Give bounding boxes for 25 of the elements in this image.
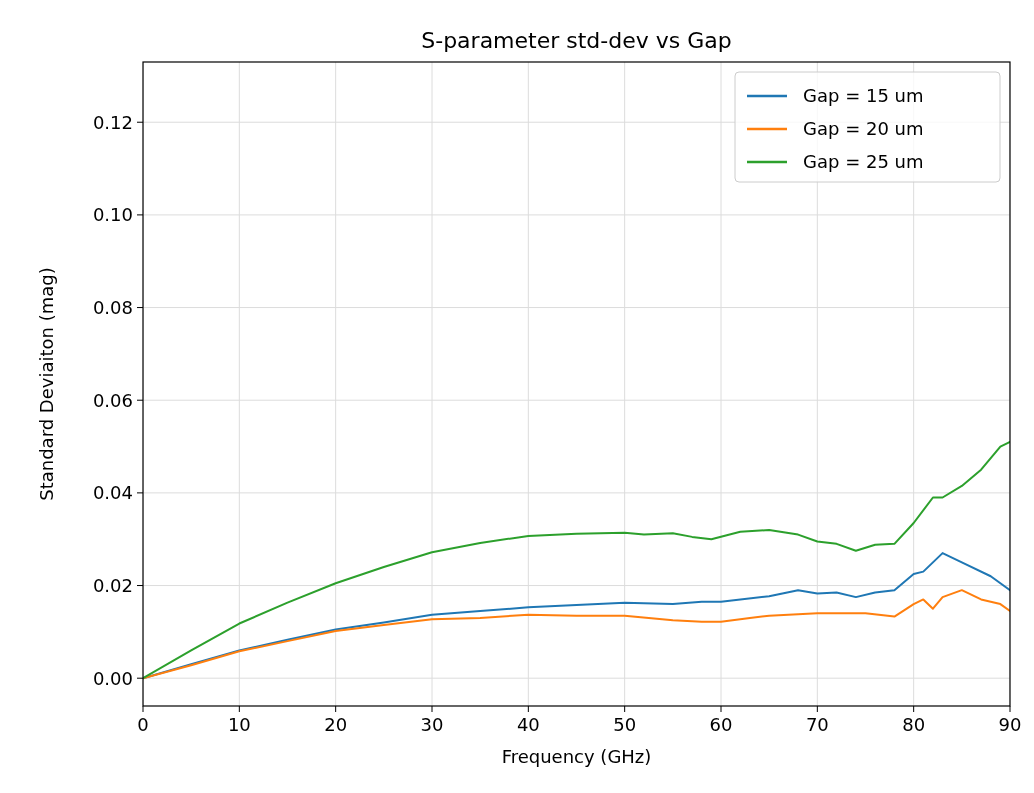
x-axis-title: Frequency (GHz) [501,746,652,767]
x-tick-label: 90 [998,714,1022,735]
y-tick-label: 0.02 [92,574,133,596]
y-tick-label: 0.04 [92,482,133,504]
y-tick-label: 0.00 [92,667,133,689]
y-axis-title: Standard Deviaiton (mag) [36,267,57,501]
x-tick-label: 70 [805,714,829,735]
y-tick-label: 0.06 [92,389,133,411]
line-series [143,440,1010,680]
x-tick-label: 0 [137,714,149,735]
legend-label: Gap = 25 um [803,151,924,173]
x-tick-label: 30 [420,714,444,735]
y-tick-label: 0.08 [92,296,133,318]
x-tick-label: 80 [902,714,926,735]
x-tick-label: 40 [516,714,540,735]
x-tick-label: 20 [324,714,348,735]
line-series [143,589,1010,680]
legend-label: Gap = 20 um [803,118,924,140]
chart-title: S-parameter std-dev vs Gap [421,28,732,53]
y-tick-label: 0.10 [92,204,133,226]
x-tick-label: 50 [613,714,637,735]
x-tick-label: 60 [709,714,733,735]
y-tick-label: 0.12 [92,111,133,133]
x-tick-label: 10 [227,714,251,735]
legend-label: Gap = 15 um [803,85,924,107]
